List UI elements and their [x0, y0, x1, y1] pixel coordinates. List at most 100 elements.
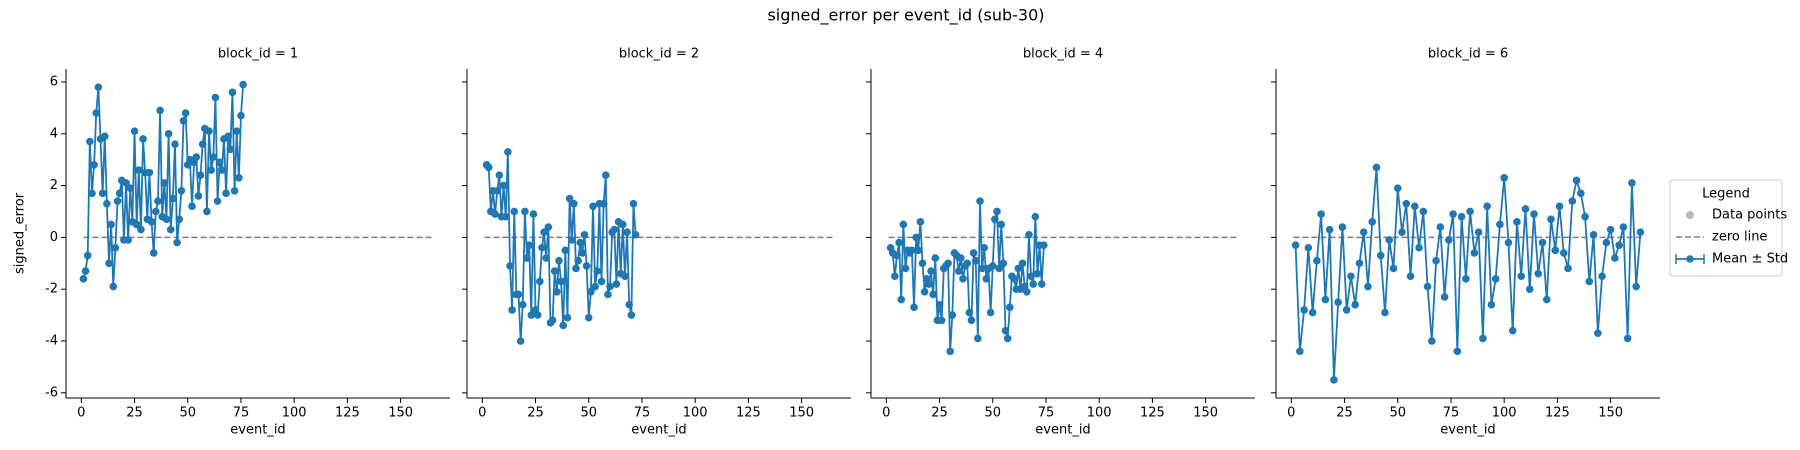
x-tick-label: 0: [1287, 406, 1295, 421]
data-point: [535, 277, 544, 286]
data-point: [599, 199, 608, 208]
data-point: [525, 241, 533, 249]
data-point: [580, 230, 589, 239]
data-point: [1551, 246, 1560, 255]
data-point: [538, 243, 546, 252]
data-point: [1325, 225, 1334, 234]
data-point: [175, 215, 184, 224]
data-point: [1398, 228, 1406, 237]
x-axis-label: event_id: [631, 423, 686, 438]
data-point: [113, 197, 122, 205]
data-point: [567, 236, 576, 244]
data-point: [1381, 308, 1389, 317]
data-point: [1598, 272, 1606, 281]
data-point: [589, 202, 597, 211]
data-point: [1033, 269, 1042, 278]
data-point: [597, 277, 606, 286]
data-point: [1547, 215, 1555, 224]
data-point: [218, 166, 226, 174]
data-point: [1027, 272, 1035, 281]
data-point: [1462, 275, 1470, 283]
legend-label: Mean ± Std: [1712, 252, 1788, 267]
data-point: [1014, 264, 1023, 273]
data-point: [976, 197, 984, 205]
data-point: [237, 111, 245, 120]
y-tick-label: 6: [50, 74, 58, 89]
data-point: [484, 163, 493, 172]
x-tick-label: 100: [1087, 406, 1112, 421]
data-point: [893, 251, 901, 260]
x-tick-label: 75: [233, 406, 250, 421]
data-point: [171, 140, 179, 148]
data-point: [1483, 202, 1491, 211]
data-point: [1632, 282, 1640, 291]
data-point: [177, 186, 186, 195]
data-point: [149, 249, 158, 257]
data-point: [1559, 249, 1568, 257]
data-point: [540, 228, 548, 237]
data-point: [493, 186, 502, 195]
legend-marker: [1686, 255, 1694, 263]
data-point: [627, 311, 636, 319]
data-point: [1504, 238, 1513, 247]
data-point: [83, 251, 92, 260]
data-point: [916, 218, 925, 226]
data-point: [553, 287, 561, 296]
data-point: [514, 290, 523, 299]
data-point: [124, 236, 132, 244]
data-point: [230, 186, 239, 195]
data-point: [995, 264, 1003, 273]
figure-title: signed_error per event_id (sub-30): [767, 6, 1044, 26]
data-point: [1496, 220, 1504, 229]
data-point: [196, 171, 205, 180]
data-point: [957, 254, 965, 262]
panel-title: block_id = 6: [1428, 47, 1508, 62]
data-point: [1338, 223, 1347, 231]
data-point: [991, 215, 999, 224]
data-point: [160, 179, 169, 187]
data-point: [1555, 202, 1564, 211]
data-point: [508, 306, 516, 314]
data-point: [1423, 282, 1432, 291]
data-point: [908, 246, 916, 255]
data-point: [145, 168, 154, 177]
y-tick-label: 4: [50, 126, 58, 141]
data-point: [179, 117, 188, 125]
data-point: [1491, 275, 1500, 283]
data-point: [1415, 243, 1423, 252]
data-point: [232, 127, 241, 135]
data-point: [134, 166, 143, 174]
legend-label: zero line: [1712, 230, 1767, 245]
data-point: [81, 267, 90, 275]
data-point: [100, 132, 109, 141]
data-point: [1500, 174, 1508, 182]
data-point: [963, 259, 972, 268]
data-point: [1534, 269, 1543, 278]
data-point: [550, 267, 559, 275]
data-point: [1001, 326, 1010, 335]
x-tick-label: 50: [984, 406, 1001, 421]
data-point: [1466, 207, 1474, 216]
data-point: [198, 140, 207, 148]
data-point: [935, 300, 944, 309]
data-point: [529, 210, 538, 218]
legend-label: Data points: [1712, 208, 1787, 223]
data-point: [192, 153, 201, 161]
data-point: [1037, 280, 1046, 288]
data-point: [1359, 228, 1368, 237]
data-point: [1445, 236, 1453, 244]
data-point: [1577, 189, 1585, 198]
data-point: [239, 80, 247, 89]
legend: Legend Data points zero line Mean ± Std: [1669, 179, 1788, 277]
data-point: [565, 194, 574, 203]
x-tick-label: 0: [77, 406, 85, 421]
x-tick-label: 75: [1038, 406, 1055, 421]
data-point: [578, 249, 587, 257]
y-tick-label: 2: [50, 178, 58, 193]
data-point: [1636, 228, 1645, 237]
x-tick-label: 125: [736, 406, 761, 421]
data-point: [105, 259, 113, 268]
data-point: [1572, 176, 1581, 185]
data-point: [1040, 241, 1048, 249]
data-point: [1402, 199, 1411, 208]
